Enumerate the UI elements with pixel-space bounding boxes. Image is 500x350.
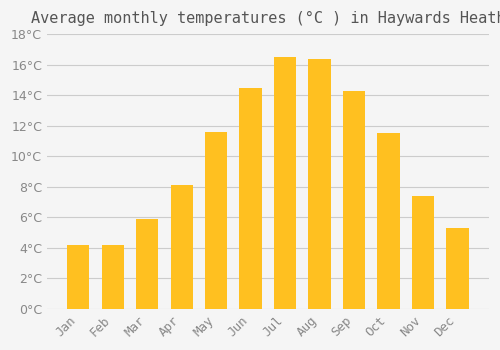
Bar: [240, 88, 262, 309]
Bar: [412, 270, 434, 309]
Bar: [412, 196, 434, 309]
Bar: [446, 228, 469, 309]
Bar: [136, 219, 158, 309]
Bar: [343, 232, 365, 309]
Bar: [67, 245, 90, 309]
Bar: [274, 57, 296, 309]
Bar: [308, 59, 331, 309]
Bar: [308, 221, 331, 309]
Bar: [446, 281, 469, 309]
Bar: [378, 247, 400, 309]
Bar: [274, 221, 296, 309]
Bar: [170, 266, 193, 309]
Bar: [205, 132, 228, 309]
Bar: [240, 231, 262, 309]
Bar: [102, 287, 124, 309]
Title: Average monthly temperatures (°C ) in Haywards Heath: Average monthly temperatures (°C ) in Ha…: [30, 11, 500, 26]
Bar: [67, 287, 90, 309]
Bar: [343, 91, 365, 309]
Bar: [378, 133, 400, 309]
Bar: [102, 245, 124, 309]
Bar: [205, 247, 228, 309]
Bar: [136, 278, 158, 309]
Bar: [170, 185, 193, 309]
